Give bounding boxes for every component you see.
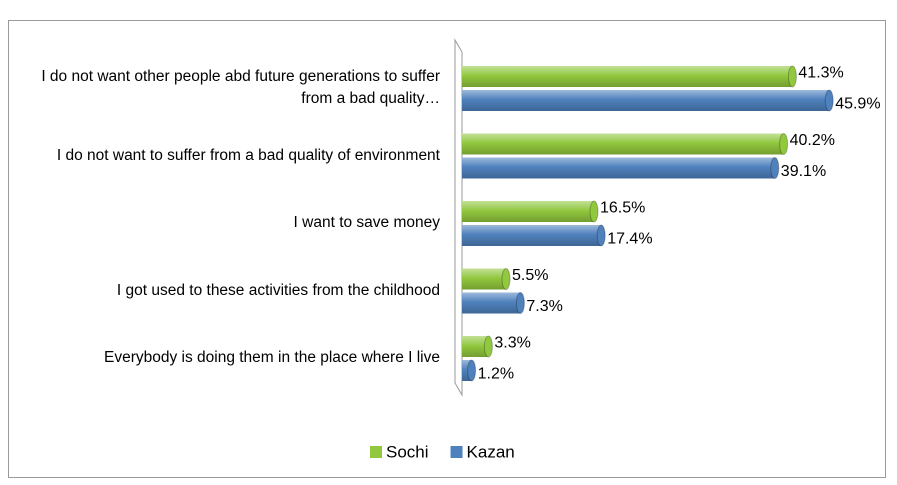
bar xyxy=(462,157,775,179)
category-label: I do not want to suffer from a bad quali… xyxy=(56,146,440,164)
data-label: 39.1% xyxy=(781,163,826,180)
bar-cap xyxy=(589,200,599,223)
bar-cap xyxy=(824,89,834,112)
legend-swatch xyxy=(370,446,382,458)
bar-cap xyxy=(596,224,606,247)
legend-label: Sochi xyxy=(386,442,429,461)
axis-wall xyxy=(454,38,463,397)
bar xyxy=(462,268,506,290)
data-label: 40.2% xyxy=(790,132,835,149)
data-label: 7.3% xyxy=(526,298,562,315)
bar-cap xyxy=(483,335,493,358)
bar xyxy=(462,292,521,314)
chart-frame xyxy=(8,20,886,478)
category-label: I do not want other people abd future ge… xyxy=(41,68,440,107)
legend-swatch xyxy=(450,446,463,458)
bar xyxy=(462,336,489,357)
category-label: I want to save money xyxy=(293,214,440,231)
bar-cap xyxy=(501,268,511,290)
bar xyxy=(462,66,793,87)
bar xyxy=(462,133,784,155)
bar-cap xyxy=(467,359,477,382)
data-label: 16.5% xyxy=(600,200,645,217)
data-label: 41.3% xyxy=(798,65,843,82)
data-label: 17.4% xyxy=(607,231,652,248)
bar-cap xyxy=(770,157,780,179)
category-label: Everybody is doing them in the place whe… xyxy=(103,349,440,366)
bar-cap xyxy=(787,65,797,88)
bar xyxy=(462,360,472,381)
data-label: 3.3% xyxy=(494,335,530,352)
data-label: 5.5% xyxy=(512,267,548,284)
data-label: 1.2% xyxy=(478,366,514,383)
legend-label: Kazan xyxy=(467,442,515,461)
bar-cap xyxy=(779,133,789,155)
bar-cap xyxy=(515,292,525,314)
bar xyxy=(462,201,594,222)
category-label: I got used to these activities from the … xyxy=(116,281,440,299)
data-label: 45.9% xyxy=(835,96,880,113)
bar xyxy=(462,225,602,246)
bar xyxy=(462,90,830,111)
